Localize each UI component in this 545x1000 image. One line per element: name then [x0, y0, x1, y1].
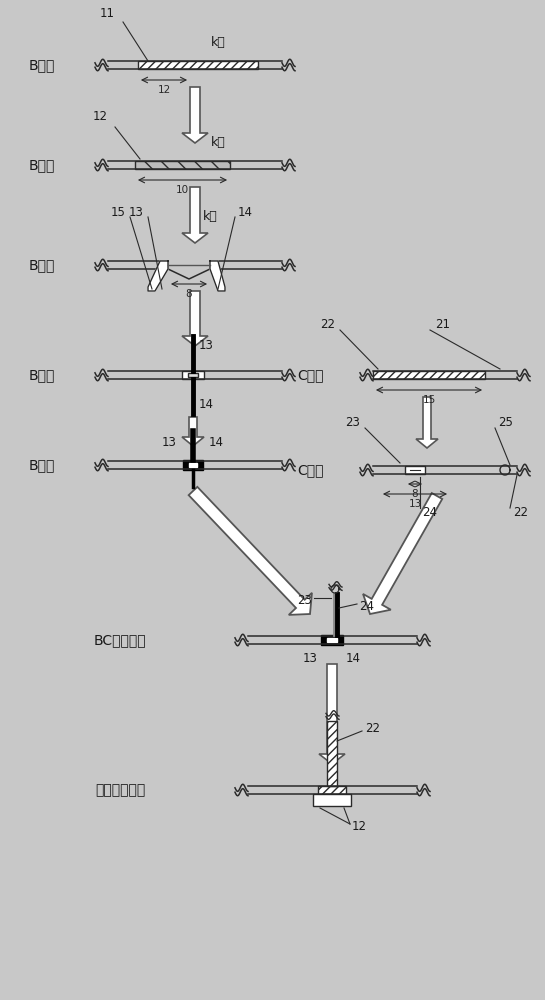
Text: B电缆: B电缆 [29, 458, 55, 472]
Text: B电缆: B电缆 [29, 368, 55, 382]
Text: B电缆: B电缆 [29, 158, 55, 172]
Bar [327, 721, 337, 786]
Text: 14: 14 [346, 652, 361, 664]
Bar [135, 161, 230, 169]
Text: 24: 24 [359, 599, 374, 612]
Text: 13: 13 [162, 436, 177, 450]
Text: 8: 8 [411, 489, 419, 499]
Text: 25: 25 [498, 416, 513, 430]
Text: 10: 10 [176, 185, 189, 195]
Text: 11: 11 [100, 7, 115, 20]
Polygon shape [319, 664, 345, 764]
Text: 12: 12 [352, 820, 367, 832]
Text: 13: 13 [199, 339, 214, 352]
Bar [135, 161, 230, 169]
Bar [405, 466, 425, 474]
Text: 22: 22 [365, 722, 380, 736]
Bar [189, 463, 197, 467]
Text: k点: k点 [210, 136, 226, 149]
Bar [138, 61, 258, 69]
Polygon shape [148, 261, 168, 291]
Text: C电缆: C电缆 [296, 463, 323, 477]
Text: k点: k点 [210, 36, 226, 49]
Polygon shape [182, 187, 208, 243]
Text: 电缆合压完成: 电缆合压完成 [95, 783, 145, 797]
Polygon shape [182, 417, 204, 446]
Bar [313, 794, 351, 806]
Text: 13: 13 [408, 499, 422, 509]
Bar [318, 786, 346, 794]
Text: 22: 22 [320, 318, 335, 332]
Text: 12: 12 [158, 85, 171, 95]
Text: 13: 13 [129, 207, 144, 220]
Text: 13: 13 [303, 652, 318, 664]
Text: 22: 22 [513, 506, 528, 518]
Polygon shape [363, 493, 442, 614]
Polygon shape [416, 397, 438, 448]
Text: C电缆: C电缆 [296, 368, 323, 382]
Bar [183, 460, 203, 470]
Text: 23: 23 [297, 593, 312, 606]
Polygon shape [182, 291, 208, 346]
Bar [321, 635, 343, 645]
Polygon shape [182, 87, 208, 143]
Bar [373, 371, 485, 379]
Text: 15: 15 [111, 207, 126, 220]
Text: 14: 14 [199, 398, 214, 411]
Text: 12: 12 [93, 110, 108, 123]
Text: B电缆: B电缆 [29, 58, 55, 72]
Text: 8: 8 [186, 289, 192, 299]
Text: k点: k点 [203, 211, 217, 224]
Text: 23: 23 [345, 416, 360, 430]
Text: 14: 14 [238, 207, 253, 220]
Text: 14: 14 [209, 436, 224, 450]
Bar [188, 373, 198, 377]
Text: 21: 21 [435, 318, 450, 332]
Text: 24: 24 [422, 506, 437, 518]
Polygon shape [210, 261, 225, 291]
Text: BC电缆合压: BC电缆合压 [94, 633, 146, 647]
Bar [182, 371, 204, 379]
Text: 15: 15 [422, 395, 435, 405]
Polygon shape [189, 487, 312, 615]
Bar [327, 638, 337, 642]
Text: B电缆: B电缆 [29, 258, 55, 272]
